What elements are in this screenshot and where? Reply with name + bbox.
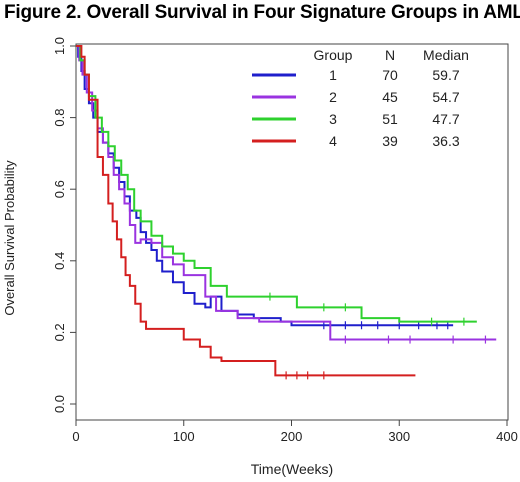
x-tick-label: 0	[72, 429, 79, 444]
legend-header: N	[385, 47, 395, 63]
series-3-line	[76, 45, 477, 323]
x-tick-label: 100	[173, 429, 195, 444]
x-axis-label: Time(Weeks)	[251, 461, 333, 477]
x-tick-label: 200	[281, 429, 303, 444]
legend-group: 3	[329, 111, 337, 127]
legend-median: 59.7	[432, 67, 459, 83]
y-axis-label: Overall Survival Probability	[2, 160, 17, 316]
legend-group: 2	[329, 89, 337, 105]
y-tick-label: 0.4	[52, 252, 67, 270]
legend-n: 39	[382, 133, 398, 149]
x-tick-label: 300	[388, 429, 410, 444]
legend: Group N Median 1 70 59.7 2 45 54.7 3 51 47.7 4 39 36.3	[252, 47, 469, 149]
legend-header: Group	[314, 47, 353, 63]
y-tick-label: 1.0	[52, 37, 67, 55]
series-layer	[76, 45, 497, 380]
series-1-line	[76, 45, 454, 327]
legend-median: 47.7	[432, 111, 459, 127]
legend-group: 1	[329, 67, 337, 83]
y-tick-label: 0.2	[52, 323, 67, 341]
series-4-line	[76, 45, 416, 377]
legend-n: 51	[382, 111, 398, 127]
y-tick-label: 0.6	[52, 180, 67, 198]
x-tick-label: 400	[496, 429, 518, 444]
series-2-line	[76, 45, 497, 341]
legend-n: 70	[382, 67, 398, 83]
legend-median: 54.7	[432, 89, 459, 105]
y-tick-label: 0.8	[52, 109, 67, 127]
legend-median: 36.3	[432, 133, 459, 149]
legend-group: 4	[329, 133, 337, 149]
legend-n: 45	[382, 89, 398, 105]
axes: 0 100 200 300 400 0.0 0.2 0.4 0.6 0.8 1.0 Time(Week…	[2, 37, 518, 477]
y-tick-label: 0.0	[52, 395, 67, 413]
figure-title: Figure 2. Overall Survival in Four Signa…	[4, 2, 520, 23]
legend-header: Median	[423, 47, 469, 63]
